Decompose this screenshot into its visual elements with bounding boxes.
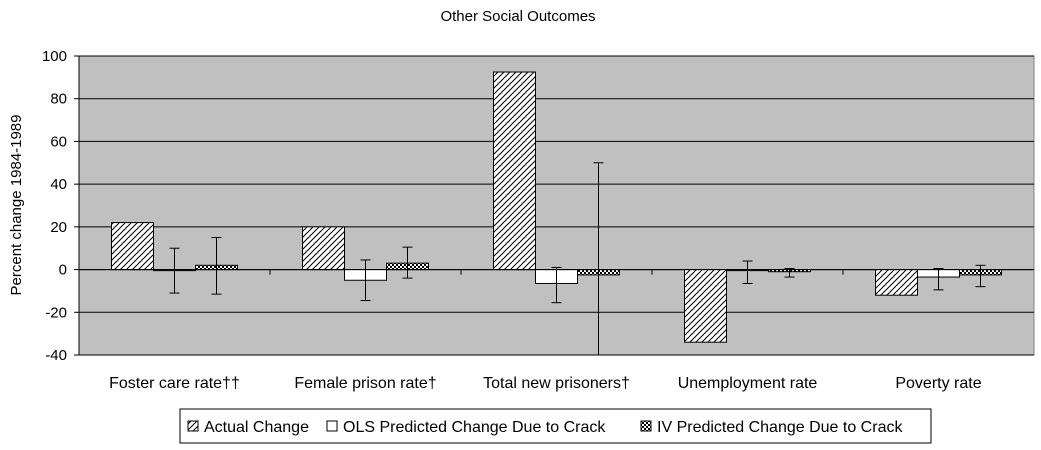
x-axis-categories: Foster care rate†† Female prison rate† Tot… xyxy=(79,269,1034,392)
y-axis-label: Percent change 1984-1989 xyxy=(8,115,25,296)
legend-swatch xyxy=(640,420,652,432)
legend-box xyxy=(179,408,932,444)
legend-label: Actual Change xyxy=(204,419,309,436)
x-category-label: Total new prisoners† xyxy=(483,375,630,392)
y-tick-label: -20 xyxy=(45,304,67,321)
bar-actual-change xyxy=(493,71,536,271)
legend: Actual Change OLS Predicted Change Due to… xyxy=(179,408,932,444)
legend-swatch xyxy=(187,420,199,432)
y-tick-label: 40 xyxy=(50,176,67,193)
legend-label: IV Predicted Change Due to Crack xyxy=(657,419,903,436)
chart-title: Other Social Outcomes xyxy=(440,8,595,25)
x-category-label: Foster care rate†† xyxy=(109,375,240,392)
y-tick-label: 0 xyxy=(59,262,67,279)
bar-actual-change xyxy=(111,222,154,271)
y-tick-label: 20 xyxy=(50,219,67,236)
y-axis: -40 -20 0 20 40 60 80 100 xyxy=(42,48,80,364)
plot-area xyxy=(78,55,1035,356)
y-tick-label: -40 xyxy=(45,347,67,364)
y-tick-label: 60 xyxy=(50,133,67,150)
bar-actual-change xyxy=(875,269,918,296)
bar-actual-change xyxy=(302,226,345,271)
y-tick-label: 80 xyxy=(50,91,67,108)
x-category-label: Unemployment rate xyxy=(678,375,818,392)
x-category-label: Female prison rate† xyxy=(294,375,436,392)
legend-label: OLS Predicted Change Due to Crack xyxy=(343,419,606,436)
bar-actual-change xyxy=(684,269,727,343)
legend-swatch xyxy=(326,420,338,432)
y-tick-label: 100 xyxy=(42,48,67,65)
error-bars xyxy=(169,162,986,356)
x-category-label: Poverty rate xyxy=(895,375,981,392)
